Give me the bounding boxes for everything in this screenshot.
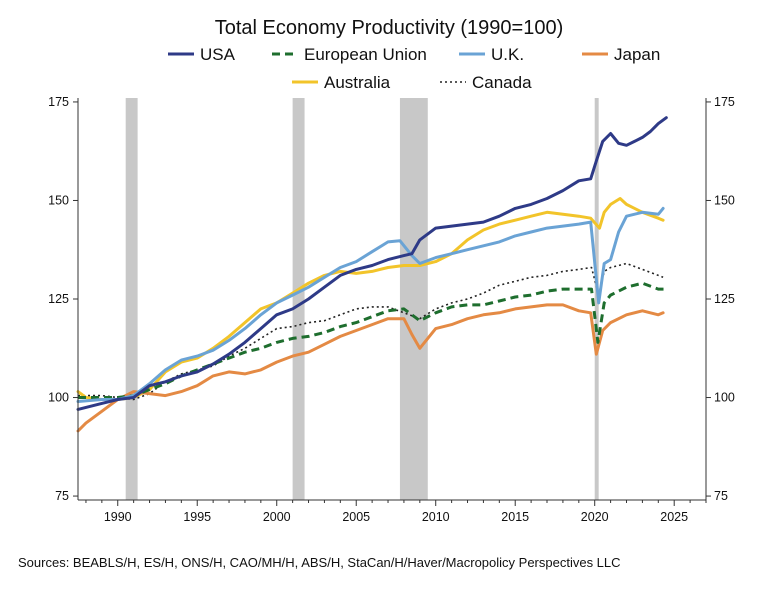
right-y-tick-label: 175 bbox=[714, 95, 735, 109]
legend-item-u-k: U.K. bbox=[459, 45, 524, 64]
series-line-australia bbox=[76, 197, 665, 401]
recession-band-1 bbox=[125, 98, 138, 500]
left-y-tick-label: 175 bbox=[48, 95, 69, 109]
x-tick-label: 2000 bbox=[263, 510, 291, 524]
legend-label-japan: Japan bbox=[614, 45, 660, 64]
x-tick-label: 2020 bbox=[581, 510, 609, 524]
legend-label-european-union: European Union bbox=[304, 45, 427, 64]
series-lines bbox=[76, 116, 668, 433]
recession-bands bbox=[125, 98, 599, 500]
plot-area: 75 75 100 100 125 125 150 150 175 175 1990 1995 2000… bbox=[48, 95, 735, 524]
right-y-tick-label: 125 bbox=[714, 292, 735, 306]
x-tick-label: 1995 bbox=[183, 510, 211, 524]
left-y-tick-label: 150 bbox=[48, 193, 69, 207]
left-y-tick-label: 100 bbox=[48, 391, 69, 405]
series-line-japan bbox=[76, 303, 665, 433]
series-line-u-k bbox=[76, 206, 665, 403]
legend-label-u-k: U.K. bbox=[491, 45, 524, 64]
source-note: Sources: BEABLS/H, ES/H, ONS/H, CAO/MH/H… bbox=[18, 555, 621, 570]
right-y-tick-label: 100 bbox=[714, 391, 735, 405]
legend: USA European Union U.K. Japan Australia Canad… bbox=[168, 45, 660, 92]
axes: 75 75 100 100 125 125 150 150 175 175 1990 1995 2000… bbox=[48, 95, 735, 524]
legend-item-european-union: European Union bbox=[272, 45, 427, 64]
recession-band-4 bbox=[594, 98, 599, 500]
recession-band-2 bbox=[292, 98, 305, 500]
left-y-tick-label: 75 bbox=[55, 489, 69, 503]
x-tick-label: 2025 bbox=[660, 510, 688, 524]
x-tick-label: 2015 bbox=[501, 510, 529, 524]
right-y-tick-label: 75 bbox=[714, 489, 728, 503]
legend-item-japan: Japan bbox=[582, 45, 660, 64]
series-line-canada bbox=[78, 262, 664, 401]
right-y-tick-label: 150 bbox=[714, 193, 735, 207]
x-tick-label: 2010 bbox=[422, 510, 450, 524]
x-tick-label: 1990 bbox=[104, 510, 132, 524]
left-y-tick-label: 125 bbox=[48, 292, 69, 306]
legend-label-australia: Australia bbox=[324, 73, 391, 92]
x-tick-label: 2005 bbox=[342, 510, 370, 524]
legend-label-usa: USA bbox=[200, 45, 236, 64]
legend-label-canada: Canada bbox=[472, 73, 532, 92]
chart-title: Total Economy Productivity (1990=100) bbox=[215, 17, 564, 39]
series-line-usa bbox=[76, 116, 668, 411]
recession-band-3 bbox=[399, 98, 428, 500]
legend-item-usa: USA bbox=[168, 45, 236, 64]
legend-item-canada: Canada bbox=[440, 73, 532, 92]
legend-item-australia: Australia bbox=[292, 73, 391, 92]
